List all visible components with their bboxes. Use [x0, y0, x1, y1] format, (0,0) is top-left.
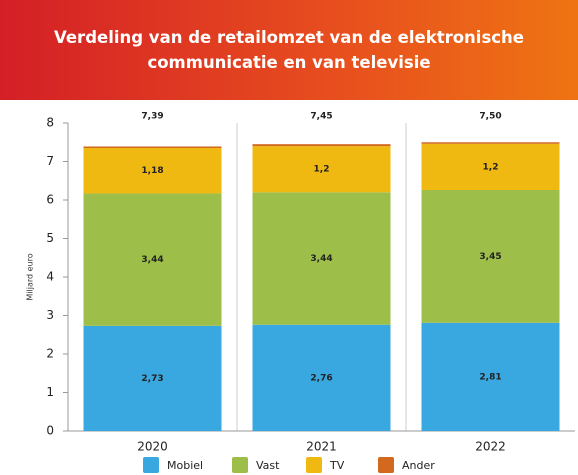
y-tick-label: 5: [46, 231, 54, 245]
total-label: 7,39: [141, 112, 163, 122]
value-label: 1,2: [314, 165, 330, 175]
value-label: 2,81: [479, 372, 501, 382]
legend-label: Vast: [256, 459, 280, 472]
bar-segment: [252, 144, 391, 147]
bar-segment: [83, 146, 222, 149]
y-tick-label: 0: [46, 424, 54, 438]
bar-segment: [421, 142, 560, 144]
legend-label: Ander: [402, 459, 435, 472]
total-label: 7,50: [479, 112, 501, 122]
value-label: 3,44: [141, 255, 163, 265]
legend-label: Mobiel: [167, 459, 203, 472]
chart-title: Verdeling van de retailomzet van de elek…: [54, 28, 524, 72]
bar-segment: [421, 322, 560, 431]
value-label: 1,2: [483, 162, 499, 172]
bar-segment: [83, 325, 222, 431]
bar-segment: [83, 148, 222, 194]
y-tick-label: 3: [46, 308, 54, 322]
value-label: 1,18: [141, 166, 163, 176]
value-label: 3,45: [479, 252, 501, 262]
legend-swatch: [232, 457, 248, 473]
y-tick-label: 2: [46, 347, 54, 361]
x-tick-label: 2022: [475, 440, 506, 454]
legend-label: TV: [329, 459, 345, 472]
bar-segment: [83, 193, 222, 326]
y-tick-label: 4: [46, 270, 54, 284]
legend-swatch: [143, 457, 159, 473]
x-tick-label: 2021: [306, 440, 337, 454]
value-label: 3,44: [310, 254, 332, 264]
value-label: 2,76: [310, 373, 332, 383]
bar-segment: [252, 146, 391, 193]
y-tick-label: 8: [46, 116, 54, 130]
x-tick-label: 2020: [137, 440, 168, 454]
y-tick-label: 7: [46, 154, 54, 168]
total-label: 7,45: [310, 112, 332, 122]
y-tick-label: 6: [46, 193, 54, 207]
y-tick-label: 1: [46, 385, 54, 399]
y-axis-label: Miljard euro: [26, 253, 35, 300]
bar-segment: [252, 192, 391, 325]
header-banner: Verdeling van de retailomzet van de elek…: [0, 0, 578, 100]
bar-segment: [421, 143, 560, 190]
bar-segment: [252, 324, 391, 431]
bar-segment: [421, 189, 560, 323]
value-label: 2,73: [141, 374, 163, 384]
legend-swatch: [378, 457, 394, 473]
legend-swatch: [306, 457, 322, 473]
